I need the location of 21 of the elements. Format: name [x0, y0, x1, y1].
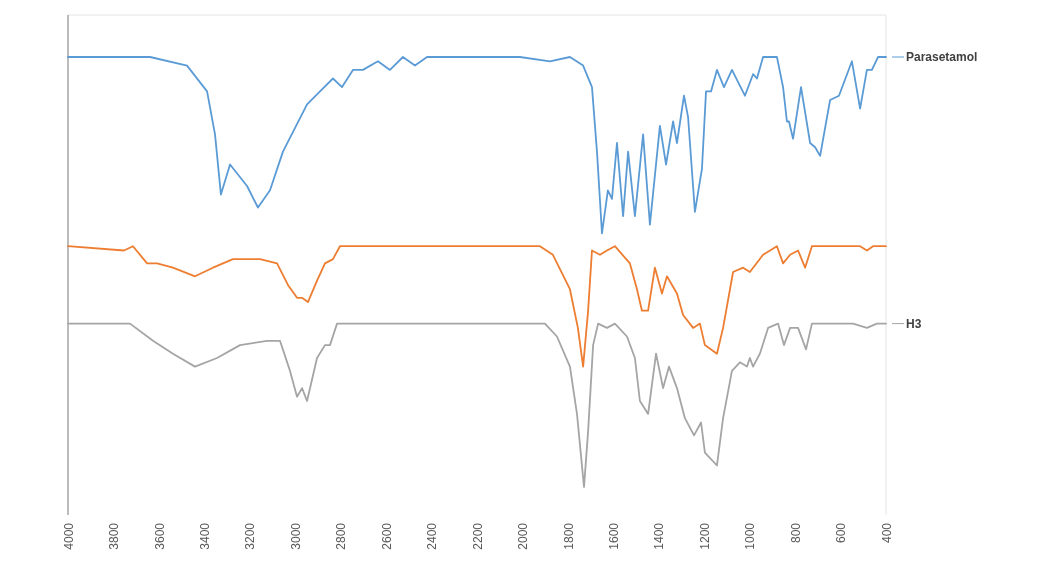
x-tick-label: 1400	[652, 522, 667, 550]
x-tick-label: 3200	[243, 522, 258, 550]
x-tick-label: 1600	[607, 522, 622, 550]
x-tick-label: 3000	[288, 522, 303, 550]
x-tick-label: 2000	[516, 522, 531, 550]
x-tick-label: 3600	[152, 522, 167, 550]
x-tick-label: 600	[834, 522, 849, 544]
x-tick-label: 3800	[107, 522, 122, 550]
x-tick-label: 2600	[379, 522, 394, 550]
legend-label: Parasetamol	[906, 50, 978, 65]
x-tick-label: 3400	[198, 522, 213, 550]
x-tick-label: 1800	[561, 522, 576, 550]
x-tick-label: 1200	[697, 522, 712, 550]
x-tick-label: 2800	[334, 522, 349, 550]
x-tick-label: 800	[788, 522, 803, 544]
legend-label: H3	[906, 316, 922, 331]
x-tick-label: 400	[879, 522, 894, 544]
x-tick-label: 2400	[425, 522, 440, 550]
x-tick-label: 1000	[743, 522, 758, 550]
x-tick-label: 4000	[61, 522, 76, 550]
x-tick-label: 2200	[470, 522, 485, 550]
